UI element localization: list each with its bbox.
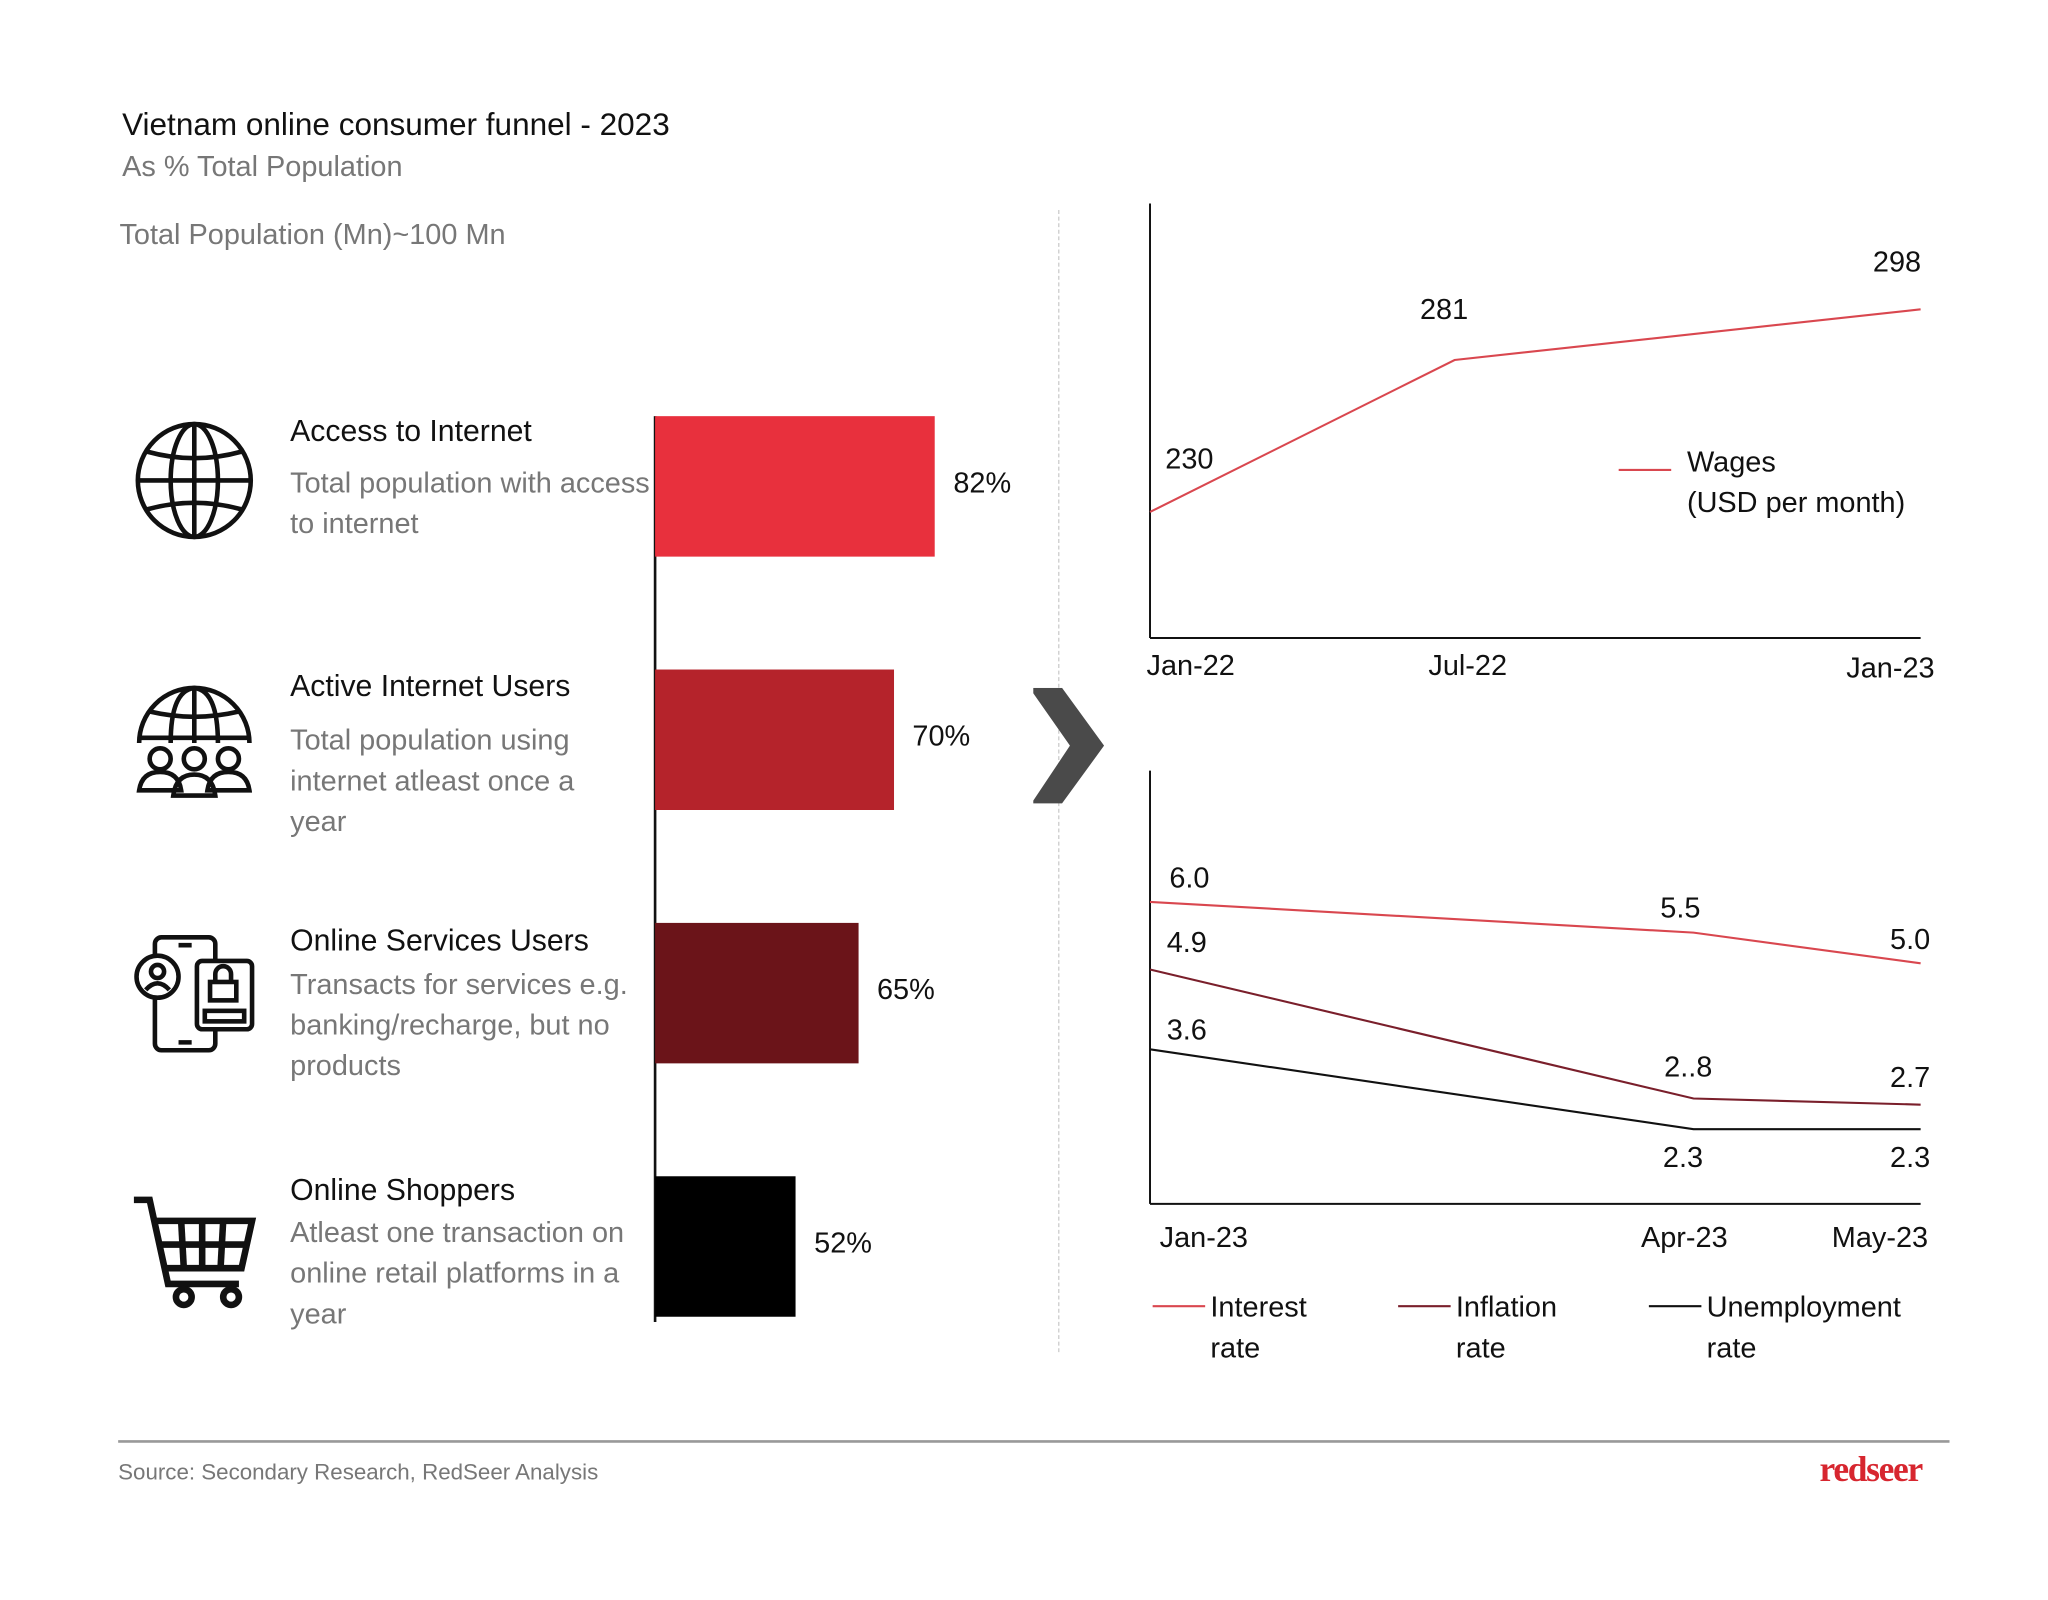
chevron-right-icon <box>1033 687 1105 804</box>
wages-x-tick: Jan-23 <box>1846 651 1935 684</box>
rates-x-tick: Apr-23 <box>1640 1220 1728 1254</box>
rates-line-0 <box>1149 900 1921 965</box>
funnel-title-online-shoppers: Online Shoppers <box>290 1172 516 1207</box>
rates-data-label: 3.6 <box>1166 1013 1207 1047</box>
rates-legend-label: rate <box>1455 1331 1506 1364</box>
wages-line <box>1149 308 1921 513</box>
rates-legend-label: Interest <box>1210 1290 1307 1324</box>
rates-legend-label: rate <box>1210 1331 1261 1364</box>
wages-legend-label: Wages <box>1686 445 1776 478</box>
wages-data-label: 281 <box>1419 293 1469 326</box>
rates-data-label: 4.9 <box>1166 926 1207 959</box>
funnel-title-services-users: Online Services Users <box>290 922 589 958</box>
funnel-title-internet-access: Access to Internet <box>290 413 532 448</box>
phone-lock-icon <box>134 935 255 1053</box>
funnel-value-label: 70% <box>912 719 971 753</box>
rates-data-label: 2.3 <box>1890 1141 1931 1174</box>
rates-data-label: 2.3 <box>1662 1141 1704 1174</box>
rates-line-2 <box>1149 1048 1921 1131</box>
page-title: Vietnam online consumer funnel - 2023 <box>122 107 670 144</box>
funnel-desc-internet-access: Total population with access to internet <box>290 466 650 540</box>
funnel-value-label: 52% <box>814 1226 873 1259</box>
funnel-title-active-users: Active Internet Users <box>290 668 571 703</box>
rates-data-label: 5.5 <box>1660 891 1701 925</box>
wages-data-label: 298 <box>1872 245 1922 278</box>
wages-data-label: 230 <box>1165 442 1214 476</box>
funnel-bar <box>655 669 895 810</box>
wages-x-tick: Jul-22 <box>1428 648 1508 682</box>
rates-legend-label: Unemployment <box>1706 1290 1901 1324</box>
rates-data-label: 6.0 <box>1169 861 1210 895</box>
footer-rule <box>118 1440 1950 1443</box>
source-note: Source: Secondary Research, RedSeer Anal… <box>118 1459 599 1485</box>
rates-data-label: 2.7 <box>1890 1061 1931 1095</box>
funnel-value-label: 82% <box>953 466 1012 499</box>
funnel-value-label: 65% <box>876 972 935 1006</box>
wages-legend-unit: (USD per month) <box>1686 485 1906 519</box>
rates-line-1 <box>1149 968 1921 1106</box>
rates-legend-label: rate <box>1706 1331 1757 1364</box>
rates-data-label: 2..8 <box>1664 1049 1713 1083</box>
rates-x-tick: May-23 <box>1831 1220 1929 1254</box>
funnel-desc-online-shoppers: Atleast one transaction on online retail… <box>290 1215 625 1330</box>
wages-x-tick: Jan-22 <box>1146 648 1235 682</box>
funnel-bar <box>655 1176 796 1317</box>
page-subtitle: As % Total Population <box>122 149 403 183</box>
funnel-desc-active-users: Total population using internet atleast … <box>290 723 575 838</box>
rates-legend-label: Inflation <box>1455 1290 1558 1324</box>
redseer-logo: redseer <box>1819 1449 1924 1489</box>
rates-data-label: 5.0 <box>1890 922 1931 956</box>
rates-x-tick: Jan-23 <box>1159 1220 1249 1254</box>
funnel-bar <box>655 416 935 557</box>
population-note: Total Population (Mn)~100 Mn <box>119 217 506 251</box>
globe-people-icon <box>136 685 253 798</box>
globe-icon <box>135 421 254 540</box>
funnel-desc-services-users: Transacts for services e.g. banking/rech… <box>290 967 628 1082</box>
bar-axis <box>653 416 656 1322</box>
funnel-bar <box>655 922 859 1064</box>
shopping-cart-icon <box>133 1196 257 1309</box>
